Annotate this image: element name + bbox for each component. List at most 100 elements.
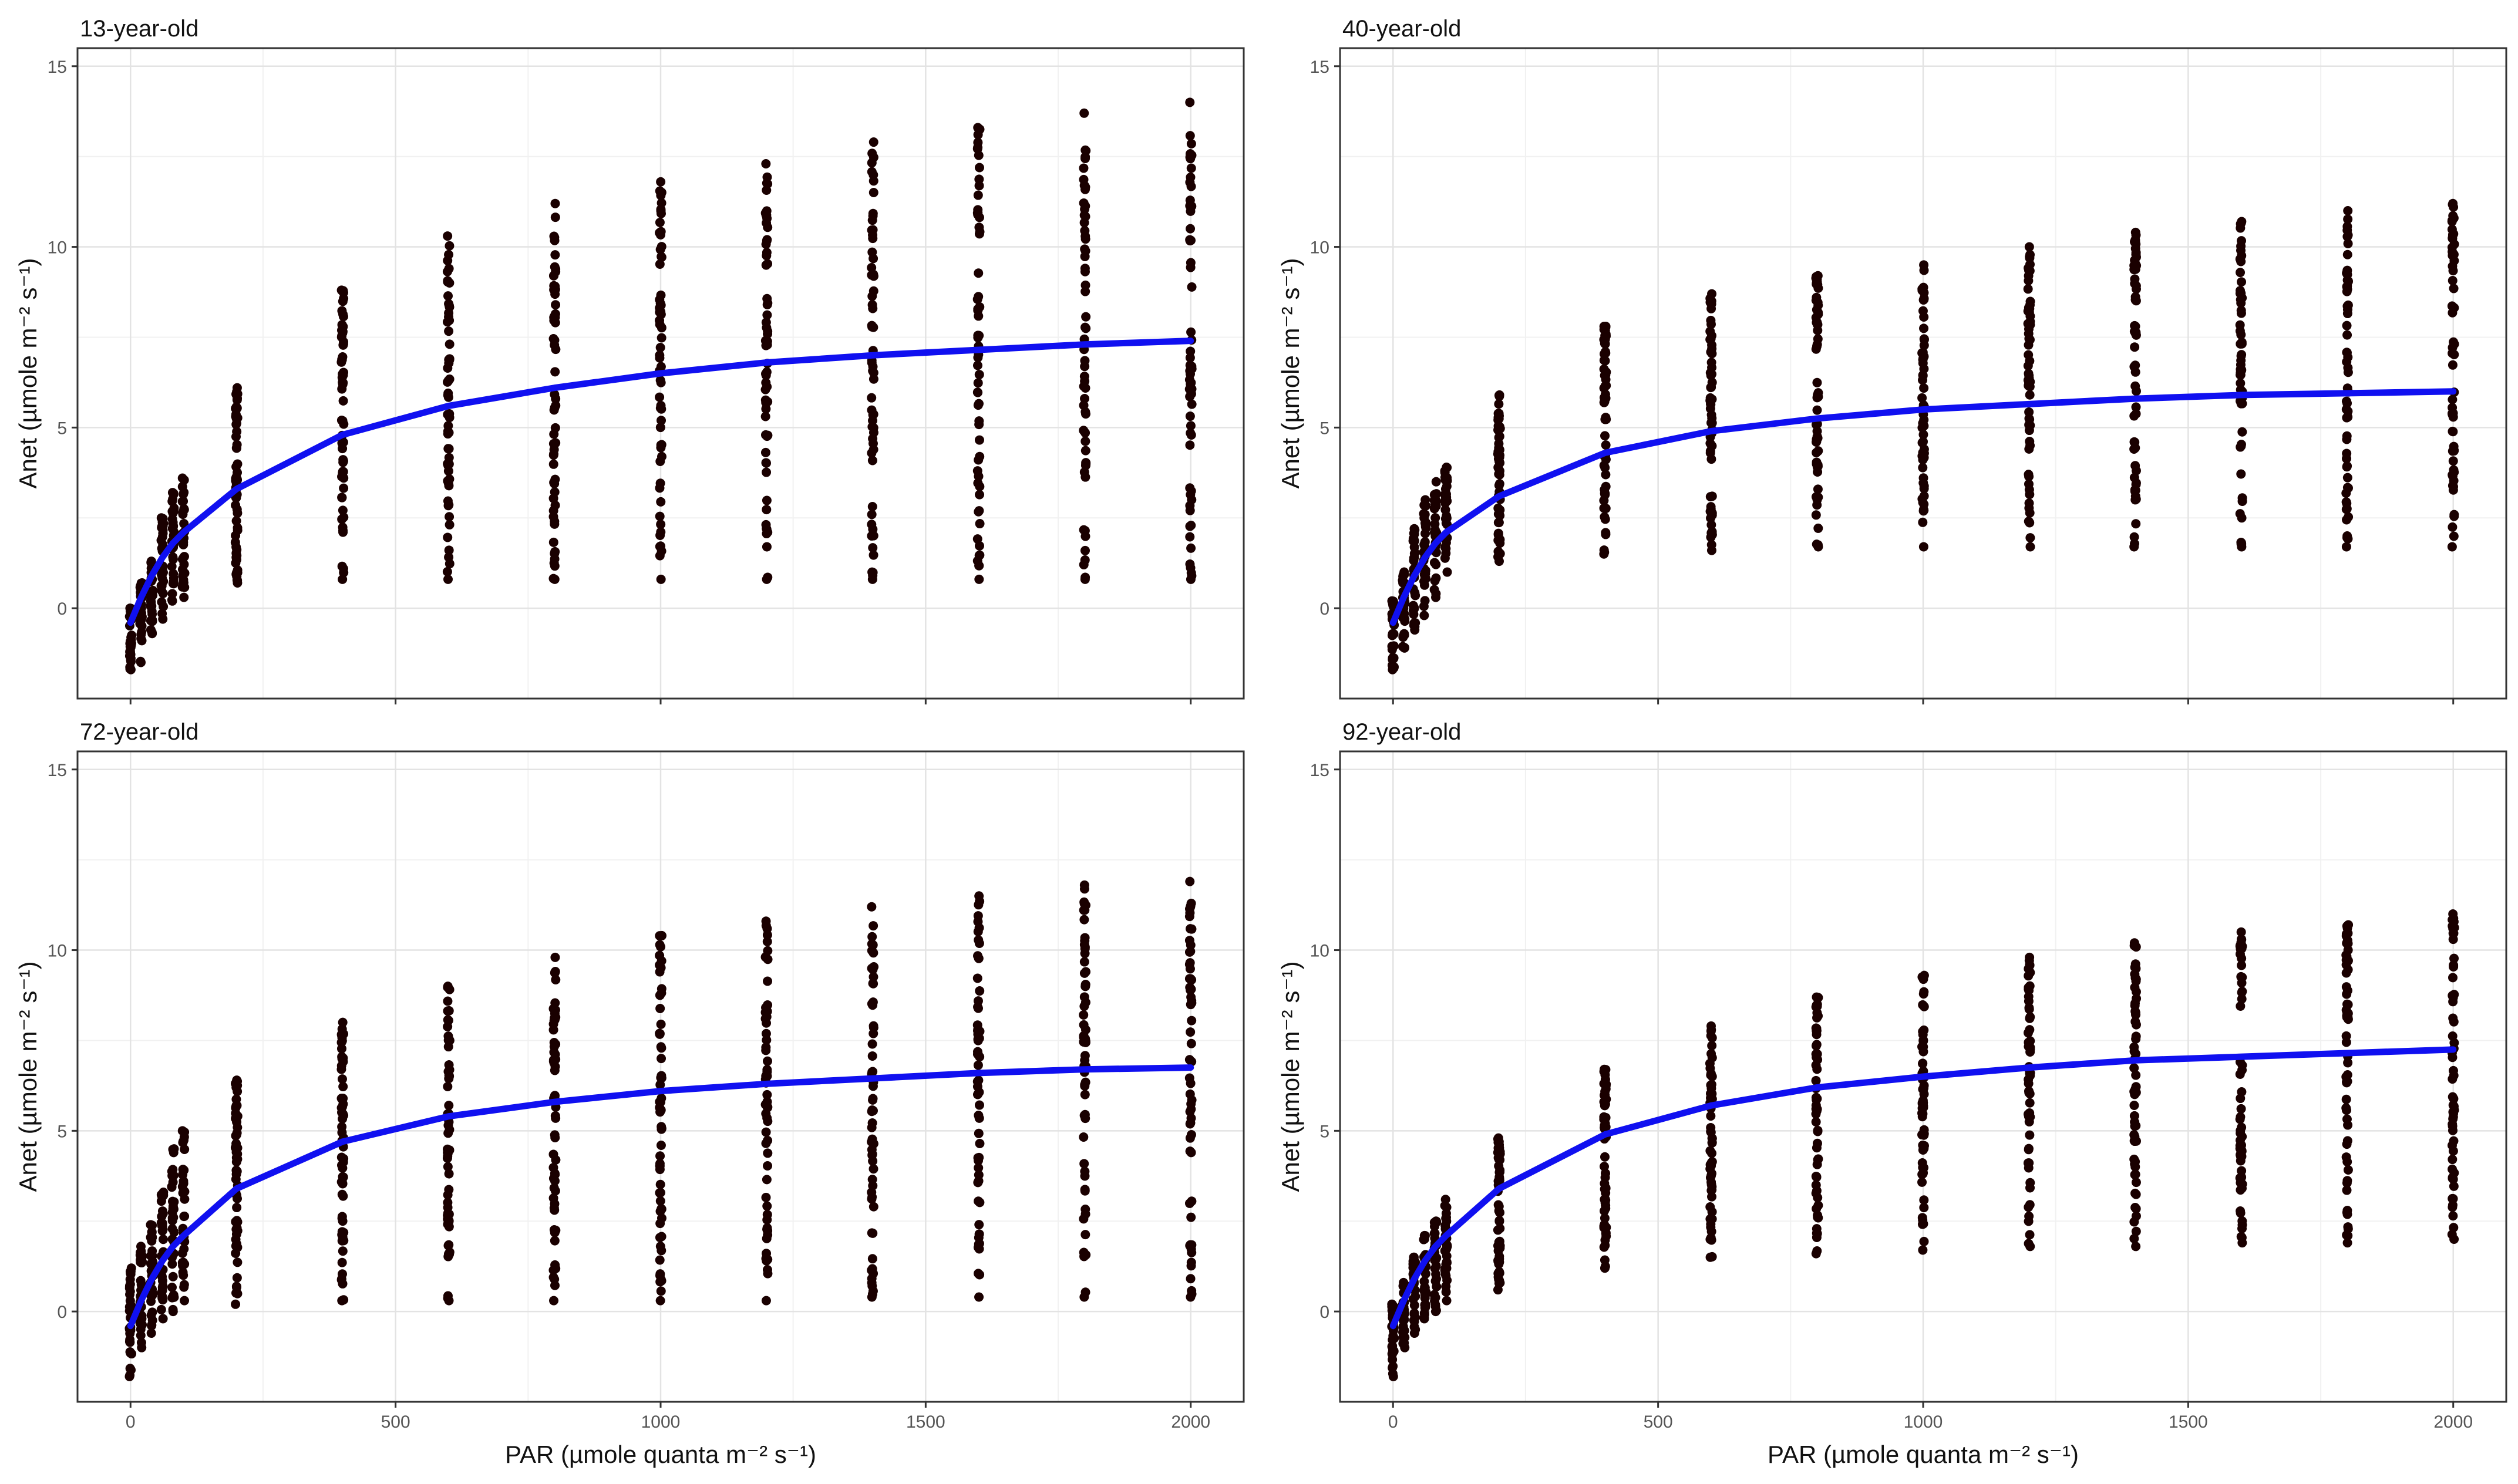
- scatter-point: [1408, 1294, 1418, 1304]
- scatter-point: [2024, 1158, 2034, 1168]
- scatter-point: [231, 1102, 241, 1112]
- scatter-point: [168, 554, 178, 564]
- scatter-point: [2449, 531, 2459, 541]
- y-axis-label: Anet (µmole m⁻² s⁻¹): [1277, 962, 1304, 1192]
- scatter-point: [973, 387, 983, 397]
- scatter-point: [2237, 217, 2247, 227]
- scatter-point: [1080, 154, 1090, 164]
- scatter-point: [2341, 1031, 2351, 1041]
- scatter-point: [2448, 427, 2458, 437]
- scatter-point: [2236, 1206, 2246, 1216]
- scatter-point: [1705, 1202, 1715, 1212]
- scatter-point: [1813, 446, 1823, 456]
- x-tick-label: 1000: [641, 1412, 681, 1432]
- scatter-point: [136, 1255, 146, 1265]
- scatter-point: [867, 510, 877, 520]
- scatter-point: [1420, 520, 1430, 529]
- scatter-point: [2025, 952, 2035, 962]
- scatter-point: [1494, 535, 1504, 545]
- scatter-point: [1706, 454, 1716, 464]
- scatter-point: [444, 1074, 454, 1084]
- scatter-point: [2449, 511, 2459, 521]
- scatter-point: [763, 259, 773, 269]
- scatter-point: [2342, 268, 2352, 278]
- scatter-point: [338, 1082, 348, 1092]
- scatter-point: [2448, 1155, 2458, 1165]
- scatter-point: [1080, 936, 1090, 946]
- scatter-point: [868, 997, 878, 1007]
- scatter-point: [233, 459, 243, 469]
- scatter-point: [974, 1220, 984, 1230]
- scatter-point: [867, 946, 877, 956]
- scatter-point: [1420, 1300, 1430, 1310]
- scatter-point: [2236, 927, 2246, 937]
- scatter-point: [1813, 1125, 1823, 1135]
- scatter-point: [339, 367, 349, 377]
- scatter-point: [1419, 1308, 1429, 1318]
- scatter-point: [443, 377, 453, 387]
- scatter-point: [1705, 1214, 1715, 1224]
- scatter-point: [158, 1295, 168, 1305]
- scatter-point: [1919, 987, 1929, 997]
- scatter-point: [2024, 303, 2034, 313]
- scatter-point: [136, 1330, 146, 1340]
- scatter-point: [655, 259, 665, 269]
- scatter-point: [1707, 491, 1717, 501]
- scatter-point: [2236, 539, 2246, 549]
- scatter-point: [2237, 987, 2247, 997]
- scatter-point: [232, 427, 242, 437]
- scatter-point: [1399, 1337, 1409, 1347]
- scatter-point: [2024, 265, 2034, 275]
- scatter-point: [1441, 548, 1451, 558]
- scatter-point: [762, 1249, 772, 1259]
- scatter-point: [1918, 1030, 1928, 1040]
- scatter-point: [157, 570, 167, 580]
- scatter-point: [2449, 1101, 2459, 1111]
- scatter-point: [1184, 947, 1194, 957]
- scatter-point: [2130, 381, 2140, 391]
- scatter-point: [867, 1107, 877, 1117]
- scatter-point: [656, 177, 666, 187]
- scatter-point: [761, 370, 771, 380]
- scatter-point: [1187, 1057, 1197, 1067]
- scatter-point: [1079, 163, 1089, 173]
- scatter-point: [336, 1177, 346, 1187]
- scatter-point: [973, 1153, 983, 1163]
- scatter-point: [2025, 1068, 2035, 1078]
- scatter-point: [147, 1307, 157, 1317]
- scatter-point: [2130, 295, 2140, 305]
- scatter-point: [1079, 957, 1089, 967]
- scatter-point: [2342, 398, 2352, 408]
- scatter-point: [760, 1099, 770, 1109]
- scatter-point: [761, 318, 771, 328]
- scatter-point: [655, 1179, 665, 1189]
- scatter-point: [1812, 1232, 1822, 1242]
- scatter-point: [232, 440, 242, 450]
- y-tick-label: 0: [1319, 1303, 1329, 1322]
- scatter-point: [2448, 1013, 2458, 1023]
- scatter-point: [868, 269, 878, 279]
- scatter-point: [2130, 491, 2140, 501]
- scatter-point: [1080, 572, 1090, 582]
- scatter-point: [337, 1122, 347, 1132]
- scatter-point: [762, 505, 772, 515]
- scatter-point: [444, 1006, 454, 1016]
- scatter-point: [974, 1100, 984, 1110]
- scatter-point: [169, 503, 179, 513]
- scatter-point: [167, 1283, 177, 1293]
- scatter-point: [1919, 1001, 1929, 1011]
- scatter-point: [1431, 573, 1441, 583]
- scatter-point: [867, 247, 877, 257]
- scatter-point: [1186, 563, 1196, 573]
- scatter-point: [1601, 440, 1611, 450]
- scatter-point: [1388, 1355, 1398, 1365]
- scatter-point: [762, 1065, 772, 1075]
- scatter-point: [1813, 523, 1823, 533]
- scatter-point: [2025, 335, 2035, 345]
- scatter-point: [1185, 876, 1195, 886]
- scatter-point: [867, 1278, 877, 1288]
- scatter-point: [656, 942, 666, 952]
- scatter-point: [1080, 251, 1090, 261]
- scatter-point: [169, 1144, 179, 1154]
- scatter-point: [232, 1075, 242, 1085]
